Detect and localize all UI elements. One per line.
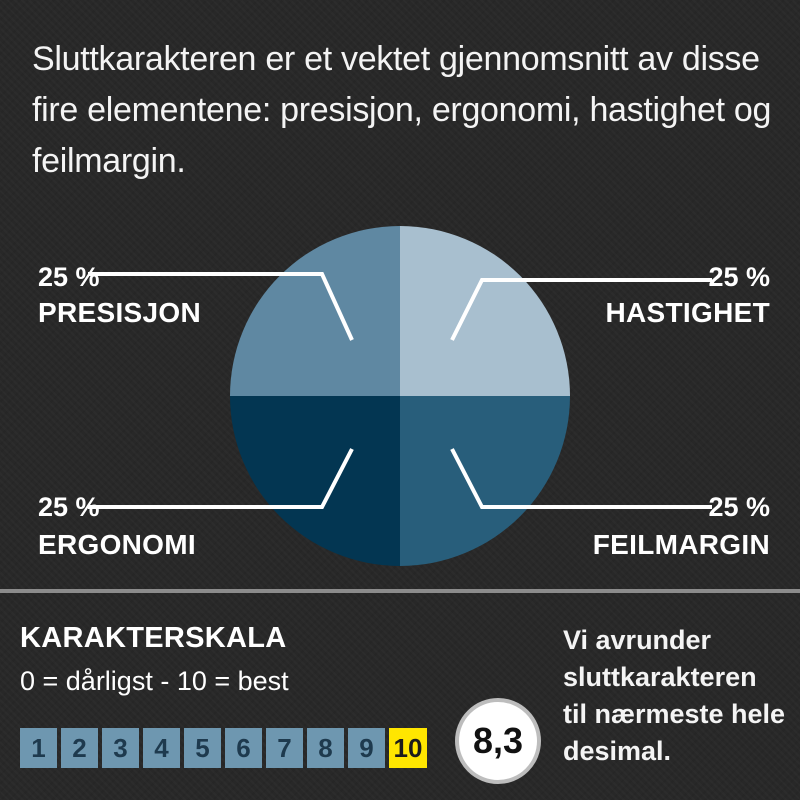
scale-step-4: 4: [143, 728, 180, 768]
rounding-note: Vi avrunder sluttkarakteren til nærmeste…: [563, 625, 786, 766]
slice-label-feilmargin: FEILMARGIN: [592, 529, 770, 560]
scale-step-1: 1: [20, 728, 57, 768]
slice-value-ergonomi: 25 %: [38, 492, 100, 522]
leader-line-presisjon: [88, 272, 354, 341]
pie-slice-hastighet: [400, 396, 570, 566]
scale-step-3: 3: [102, 728, 139, 768]
intro-text: Sluttkarakteren er et vektet gjennomsnit…: [32, 40, 772, 180]
scale-step-7: 7: [266, 728, 303, 768]
scale-title: KARAKTERSKALA: [20, 622, 287, 654]
grade-scale: 1 2 3 4 5 6 7 8 9 10: [20, 728, 440, 768]
scale-step-2: 2: [61, 728, 98, 768]
pie-slice-ergonomi: [230, 226, 400, 396]
slice-value-presisjon: 25 %: [38, 262, 100, 292]
leader-line-feilmargin: [450, 448, 712, 509]
scale-step-5: 5: [184, 728, 221, 768]
slice-value-feilmargin: 25 %: [708, 492, 770, 522]
score-badge: 8,3: [455, 698, 541, 784]
pie-slice-presisjon: [400, 226, 570, 396]
scale-subtitle: 0 = dårligst - 10 = best: [20, 666, 289, 696]
scale-step-8: 8: [307, 728, 344, 768]
scale-step-6: 6: [225, 728, 262, 768]
pie-slice-feilmargin: [230, 396, 400, 566]
leader-line-hastighet: [450, 278, 712, 341]
leader-line-ergonomi: [88, 448, 354, 509]
leader-lines: [88, 272, 712, 509]
slice-label-hastighet: HASTIGHET: [605, 297, 770, 328]
pie-slices: [230, 226, 570, 566]
scale-step-10: 10: [389, 728, 427, 768]
section-divider: [0, 589, 800, 593]
slice-value-hastighet: 25 %: [708, 262, 770, 292]
slice-label-presisjon: PRESISJON: [38, 297, 201, 328]
scale-step-9: 9: [348, 728, 385, 768]
slice-label-ergonomi: ERGONOMI: [38, 529, 196, 560]
